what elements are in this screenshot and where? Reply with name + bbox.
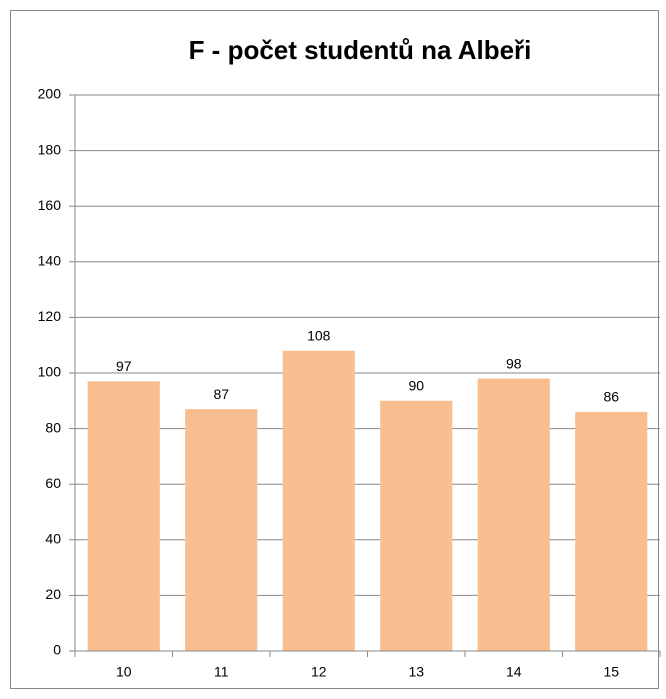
y-tick-label: 160 <box>38 197 62 213</box>
bar <box>575 411 648 651</box>
y-tick-label: 0 <box>53 642 61 658</box>
data-label: 87 <box>213 386 229 402</box>
y-tick-label: 140 <box>38 253 62 269</box>
y-tick-label: 120 <box>38 308 62 324</box>
x-tick-label: 14 <box>506 664 522 680</box>
data-label: 90 <box>408 378 424 394</box>
x-tick-label: 10 <box>116 664 132 680</box>
y-tick-label: 20 <box>45 586 61 602</box>
data-label: 108 <box>307 327 331 343</box>
y-tick-label: 40 <box>45 531 61 547</box>
y-tick-label: 180 <box>38 141 62 157</box>
x-tick-label: 12 <box>311 664 327 680</box>
y-tick-label: 60 <box>45 475 61 491</box>
bar <box>282 350 355 651</box>
bar <box>87 381 160 651</box>
data-label: 97 <box>116 358 132 374</box>
chart-title: F - počet studentů na Albeři <box>189 35 532 65</box>
data-label: 98 <box>506 355 522 371</box>
x-tick-label: 15 <box>603 664 619 680</box>
y-tick-label: 80 <box>45 419 61 435</box>
y-tick-label: 100 <box>38 364 62 380</box>
y-tick-label: 200 <box>38 86 62 102</box>
bar <box>477 378 550 651</box>
x-tick-label: 11 <box>214 664 229 680</box>
x-tick-label: 13 <box>408 664 424 680</box>
bar <box>380 400 453 651</box>
bar <box>185 409 258 651</box>
data-label: 86 <box>603 389 619 405</box>
